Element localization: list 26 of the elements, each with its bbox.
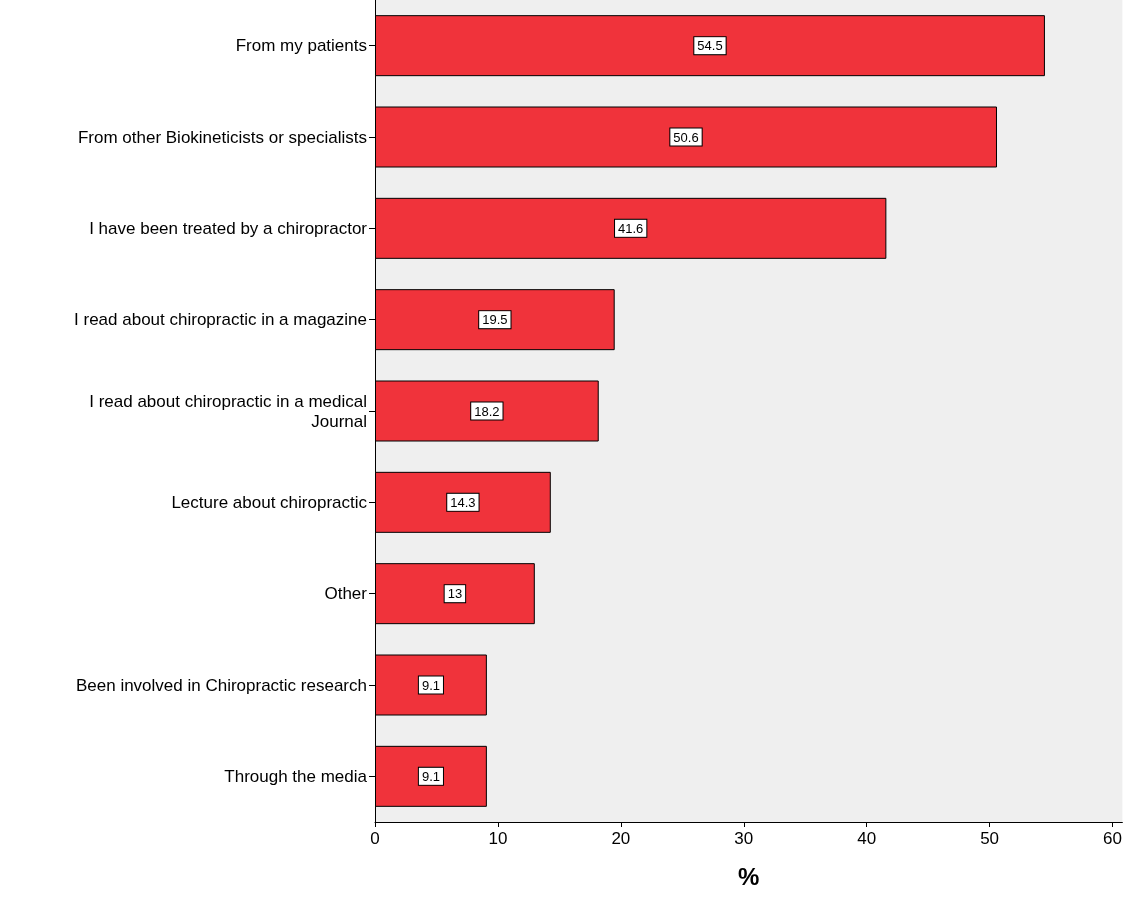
y-tick-label: Lecture about chiropractic bbox=[171, 492, 368, 512]
y-tick-label: I read about chiropractic in a medical Journal bbox=[89, 391, 367, 431]
x-axis-title: % bbox=[738, 862, 760, 890]
x-tick-label: 30 bbox=[734, 829, 754, 848]
y-tick-label: Through the media bbox=[224, 766, 368, 786]
y-tick-label: I read about chiropractic in a magazine bbox=[74, 310, 367, 330]
y-tick-label: I have been treated by a chiropractor bbox=[89, 218, 368, 238]
y-tick-label: Been involved in Chiropractic research bbox=[75, 675, 367, 695]
y-tick-label: From other Biokineticists or specialists bbox=[77, 127, 367, 147]
x-tick-label: 60 bbox=[1103, 829, 1123, 848]
data-label: 14.3 bbox=[450, 494, 476, 510]
x-tick-label: 20 bbox=[611, 829, 631, 848]
x-tick-label: 40 bbox=[857, 829, 877, 848]
x-tick-label: 0 bbox=[370, 829, 380, 848]
data-label: 19.5 bbox=[482, 312, 508, 328]
data-label: 41.6 bbox=[618, 220, 644, 236]
data-label: 18.2 bbox=[474, 403, 500, 419]
x-tick-label: 50 bbox=[980, 829, 1000, 848]
x-tick-label: 10 bbox=[488, 829, 508, 848]
data-label: 54.5 bbox=[697, 38, 723, 54]
data-label: 9.1 bbox=[421, 677, 440, 693]
data-label: 50.6 bbox=[673, 129, 699, 145]
y-tick-label: Other bbox=[324, 584, 368, 604]
y-tick-label: From my patients bbox=[235, 36, 367, 56]
data-label: 13 bbox=[447, 586, 463, 602]
data-label: 9.1 bbox=[421, 768, 440, 784]
